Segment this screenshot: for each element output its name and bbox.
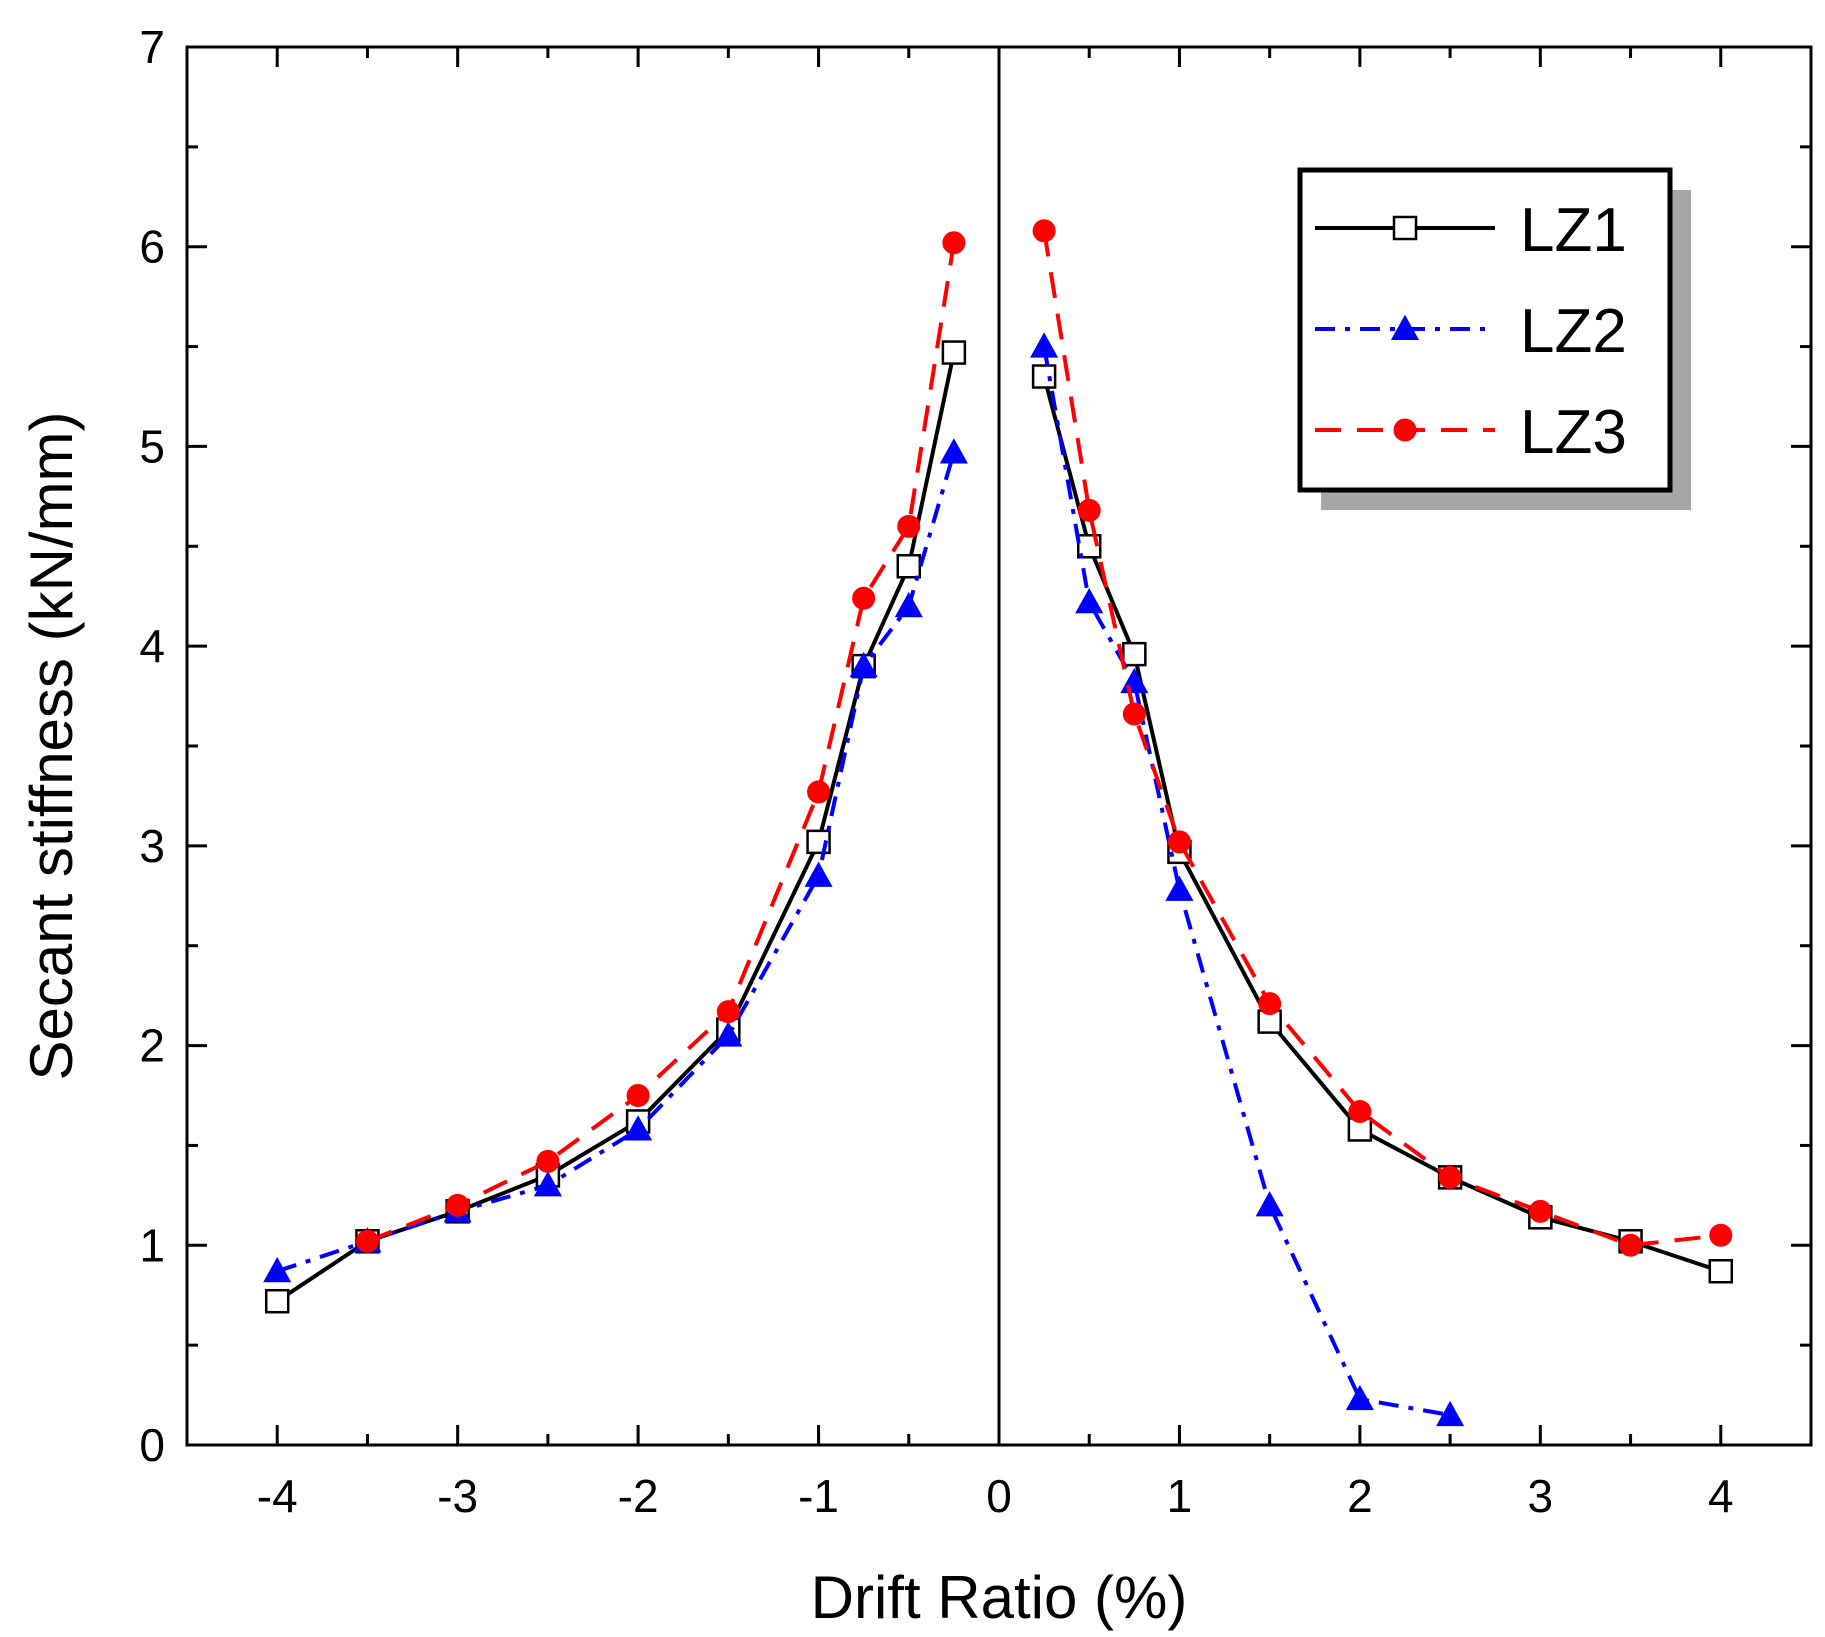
data-point-lz3 (446, 1193, 470, 1217)
x-tick-label: -3 (437, 1470, 478, 1522)
legend-marker-lz3 (1393, 418, 1417, 442)
data-point-lz2 (1255, 1191, 1284, 1217)
data-point-lz2 (1075, 587, 1104, 614)
y-tick-label: 5 (139, 420, 165, 472)
x-axis-ticks (185, 47, 1813, 1445)
data-point-lz1 (1708, 1258, 1734, 1284)
legend-items: LZ1 LZ2 LZ3 (1315, 196, 1627, 467)
y-tick-label: 3 (139, 820, 165, 872)
data-point-lz1 (1122, 641, 1147, 667)
data-point-lz3 (852, 586, 876, 610)
data-point-lz3 (1709, 1223, 1733, 1247)
y-tick-label: 0 (139, 1419, 165, 1471)
data-point-lz3 (1077, 498, 1101, 522)
x-tick-label: 4 (1708, 1470, 1734, 1522)
x-tick-label: -2 (618, 1470, 659, 1522)
x-axis-title: Drift Ratio (%) (811, 1564, 1188, 1631)
data-point-lz2 (1030, 332, 1059, 358)
x-tick-label: 0 (986, 1470, 1012, 1522)
data-point-lz3 (1438, 1165, 1462, 1189)
y-tick-label: 2 (139, 1020, 165, 1072)
data-point-lz3 (1348, 1099, 1372, 1123)
data-point-lz1 (941, 340, 967, 365)
data-point-lz1 (1031, 364, 1057, 389)
data-point-lz1 (896, 554, 922, 579)
data-point-lz3 (626, 1084, 650, 1107)
y-axis-title: Secant stiffness (kN/mm) (18, 411, 85, 1080)
y-axis-tick-labels: 0 1 2 3 4 5 6 7 (139, 21, 165, 1471)
y-tick-label: 1 (139, 1219, 165, 1271)
y-axis-ticks (187, 45, 1811, 1447)
legend-label-lz3: LZ3 (1520, 398, 1627, 467)
legend-marker-lz1 (1392, 215, 1418, 241)
data-point-lz3 (355, 1229, 379, 1253)
x-tick-label: 2 (1347, 1470, 1373, 1522)
data-point-lz2 (894, 591, 923, 618)
data-point-lz3 (1032, 219, 1056, 243)
data-point-lz3 (942, 231, 966, 255)
series-lz3 (355, 219, 1733, 1257)
x-tick-label: 3 (1528, 1470, 1554, 1522)
x-tick-label: -4 (257, 1470, 298, 1522)
legend-marker-lz2 (1390, 314, 1420, 341)
data-point-lz2 (849, 651, 878, 678)
data-point-lz2 (804, 861, 833, 887)
data-point-lz3 (536, 1149, 560, 1173)
data-point-lz3 (1122, 702, 1146, 726)
data-point-lz2 (1436, 1400, 1465, 1427)
data-point-lz2 (1165, 875, 1194, 901)
x-axis-tick-labels: -4 -3 -2 -1 0 1 2 3 4 (257, 1470, 1734, 1522)
x-tick-label: 1 (1167, 1470, 1193, 1522)
data-point-lz3 (807, 780, 831, 804)
data-point-lz2 (533, 1171, 562, 1197)
series-layer (263, 219, 1734, 1427)
data-point-lz1 (264, 1288, 290, 1314)
legend: LZ1 LZ2 LZ3 (1297, 167, 1691, 510)
y-tick-label: 6 (139, 221, 165, 273)
data-point-lz2 (939, 438, 968, 464)
legend-label-lz2: LZ2 (1520, 297, 1627, 366)
series-line-lz1 (1042, 376, 1722, 1274)
y-tick-label: 7 (139, 21, 165, 73)
data-point-lz3 (716, 1000, 740, 1024)
data-point-lz3 (1528, 1199, 1552, 1223)
data-point-lz3 (1167, 830, 1191, 854)
legend-label-lz1: LZ1 (1520, 196, 1627, 265)
data-point-lz3 (1619, 1233, 1643, 1257)
y-tick-label: 4 (139, 620, 165, 672)
data-point-lz2 (1345, 1384, 1374, 1411)
data-point-lz3 (897, 514, 921, 538)
data-point-lz2 (624, 1115, 653, 1141)
data-point-lz2 (714, 1021, 743, 1047)
series-line-lz2 (276, 451, 956, 1274)
series-line-lz3 (1042, 230, 1721, 1248)
x-tick-label: -1 (798, 1470, 839, 1522)
data-point-lz3 (1258, 992, 1282, 1016)
data-point-lz2 (263, 1257, 292, 1283)
